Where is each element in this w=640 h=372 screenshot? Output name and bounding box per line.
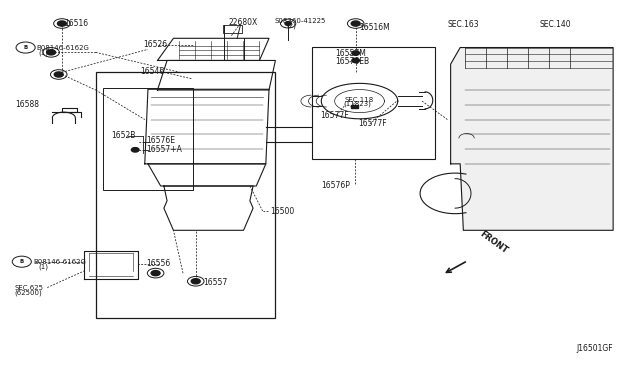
Text: 16576E: 16576E [147,136,175,145]
Text: 16576EB: 16576EB [335,57,369,67]
Text: (1): (1) [38,49,49,55]
Text: SEC.118: SEC.118 [344,97,374,103]
Text: (62500): (62500) [14,289,42,296]
Circle shape [352,58,360,62]
Text: 16557: 16557 [203,278,227,287]
Bar [103,88,193,190]
Text: 16500: 16500 [270,206,294,216]
Text: SEC.163: SEC.163 [447,20,479,29]
Text: 22680X: 22680X [228,18,257,27]
Text: 16577F: 16577F [320,110,349,120]
Text: 16576P: 16576P [321,181,350,190]
Text: 16588: 16588 [15,100,40,109]
Polygon shape [351,105,358,109]
Text: 16526: 16526 [143,41,167,49]
Text: B: B [20,259,24,264]
Bar [96,72,275,318]
Circle shape [47,50,56,55]
Text: 16516: 16516 [64,19,88,28]
Text: B08146-6162G: B08146-6162G [33,259,86,265]
Circle shape [151,270,160,276]
Text: 16557+A: 16557+A [147,145,182,154]
Polygon shape [451,48,613,230]
Text: B: B [24,45,28,50]
Text: 1652B: 1652B [111,131,136,140]
Text: (11823): (11823) [343,101,371,107]
Text: S08360-41225: S08360-41225 [274,17,326,23]
Circle shape [351,21,360,26]
Text: 16577F: 16577F [358,119,387,128]
Text: 16556: 16556 [147,259,171,268]
Text: (2): (2) [287,23,297,29]
Circle shape [54,72,63,77]
Circle shape [352,51,360,55]
Text: J16501GF: J16501GF [577,344,613,353]
Circle shape [285,22,291,25]
Circle shape [131,148,139,152]
Bar [312,47,435,160]
Text: 16557M: 16557M [335,49,366,58]
Text: SEC.140: SEC.140 [540,20,572,29]
Text: FRONT: FRONT [478,229,509,256]
Bar [223,25,243,33]
Text: B08146-6162G: B08146-6162G [36,45,90,51]
Text: 16546: 16546 [140,67,164,76]
Circle shape [191,279,200,284]
Text: 16516M: 16516M [360,23,390,32]
Text: SEC.625: SEC.625 [14,285,43,291]
Text: (1): (1) [38,263,49,270]
Circle shape [58,21,67,26]
